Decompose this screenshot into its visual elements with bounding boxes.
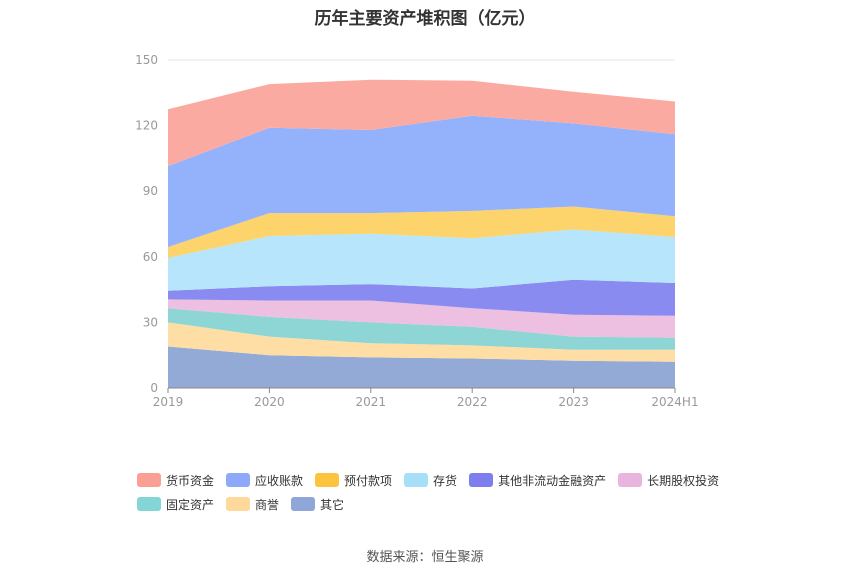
legend-label: 预付款项 (344, 473, 393, 488)
area-series-3[interactable] (168, 299, 675, 338)
y-tick-label: 120 (135, 119, 158, 133)
chart-title: 历年主要资产堆积图（亿元） (314, 9, 536, 29)
data-source: 数据来源：恒生聚源 (366, 550, 484, 565)
area-series-2[interactable] (168, 308, 675, 350)
area-series-0[interactable] (168, 346, 675, 389)
legend-label: 存货 (433, 473, 458, 488)
legend-swatch (137, 497, 161, 511)
legend-swatch (137, 473, 161, 487)
area-series-4[interactable] (168, 279, 675, 316)
legend-item[interactable]: 其他非流动金融资产 (469, 472, 606, 488)
legend-swatch (404, 473, 429, 487)
chart-legend: 货币资金 应收账款 预付款项 存货 其他非流动金融资产 长期股权投资固定资产 商誉 其它 (137, 472, 757, 512)
area-series-8[interactable] (168, 79, 675, 167)
legend-swatch (315, 473, 340, 487)
legend-item[interactable]: 存货 (404, 472, 457, 488)
x-tick-label: 2019 (153, 395, 184, 409)
legend-label: 其它 (320, 497, 345, 512)
area-series-5[interactable] (168, 229, 675, 291)
area-series-6[interactable] (168, 206, 675, 258)
area-series-1[interactable] (168, 322, 675, 362)
legend-label: 货币资金 (166, 473, 215, 488)
legend-item[interactable]: 其它 (291, 496, 344, 512)
legend-label: 应收账款 (255, 473, 304, 488)
x-tick-label: 2021 (356, 395, 387, 409)
legend-item[interactable]: 货币资金 (137, 472, 214, 488)
x-tick-label: 2024H1 (651, 395, 698, 409)
axes: 0 30 60 90 120 150 2019 2020 2021 2022 2023 2024H1 (135, 53, 699, 409)
legend-swatch (226, 497, 251, 511)
y-tick-label: 90 (143, 184, 158, 198)
stacked-area-chart: 0 30 60 90 120 150 2019 2020 2021 2022 2023 2024H1 (135, 53, 699, 409)
legend-swatch (291, 497, 316, 511)
legend-label: 固定资产 (166, 497, 215, 512)
x-tick-label: 2022 (457, 395, 488, 409)
legend-swatch (226, 473, 251, 487)
y-tick-label: 150 (135, 53, 158, 67)
area-series (168, 79, 675, 389)
area-series-7[interactable] (168, 115, 675, 247)
legend-item[interactable]: 应收账款 (226, 472, 303, 488)
y-tick-label: 30 (143, 315, 158, 329)
legend-item[interactable]: 预付款项 (315, 472, 392, 488)
y-tick-label: 60 (143, 250, 158, 264)
legend-label: 商誉 (255, 497, 280, 512)
x-tick-label: 2023 (558, 395, 589, 409)
legend-label: 其他非流动金融资产 (498, 473, 607, 488)
legend-label: 长期股权投资 (647, 473, 720, 488)
legend-item[interactable]: 商誉 (226, 496, 279, 512)
legend-item[interactable]: 固定资产 (137, 496, 214, 512)
legend-swatch (618, 473, 643, 487)
y-tick-label: 0 (150, 381, 158, 395)
legend-swatch (469, 473, 494, 487)
legend-item[interactable]: 长期股权投资 (618, 472, 719, 488)
x-tick-label: 2020 (254, 395, 285, 409)
